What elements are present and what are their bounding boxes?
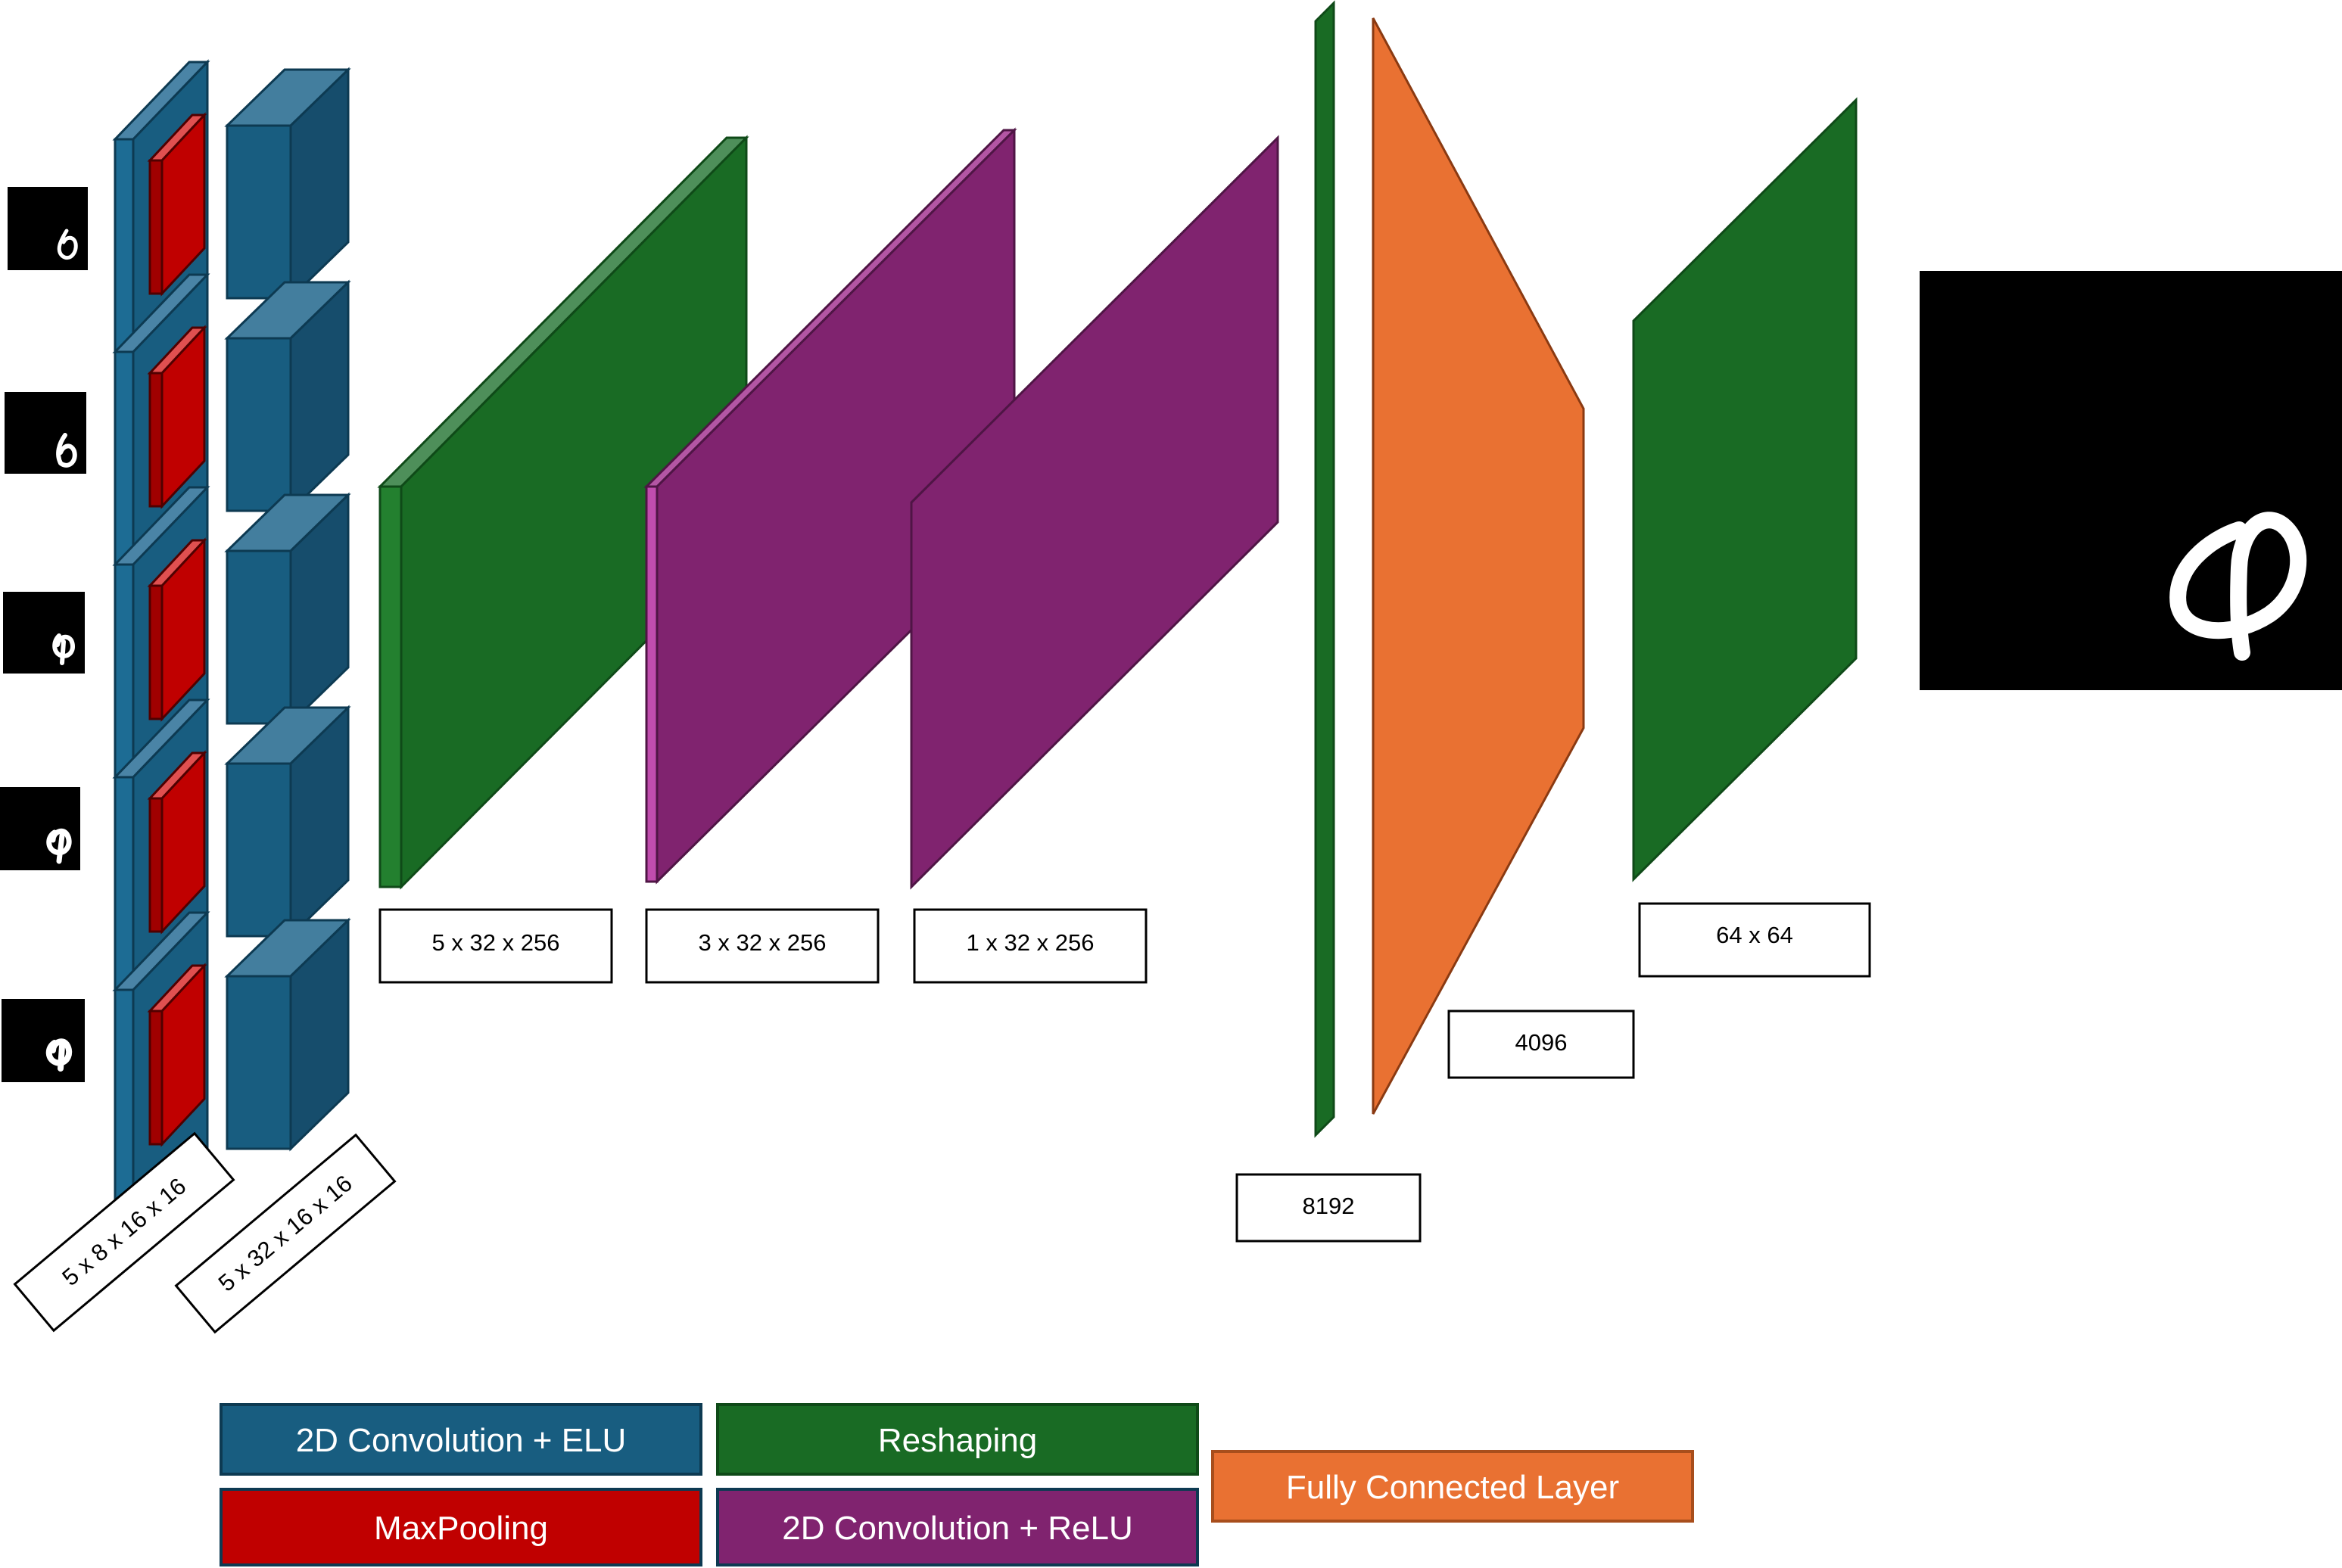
- input-frame-5: [2, 999, 85, 1082]
- dim-text-conv-block-stack: 5 x 32 x 16 x 16: [213, 1170, 357, 1297]
- legend-item-maxpool: MaxPooling: [220, 1488, 702, 1566]
- dim-text-reshape-1: 5 x 32 x 256: [432, 929, 560, 956]
- legend-label-conv-relu: 2D Convolution + ReLU: [782, 1510, 1132, 1547]
- input-frame-3: [3, 592, 85, 674]
- cube-front: [226, 124, 292, 300]
- conv-elu-cube-1: [224, 67, 351, 301]
- conv-elu-cube-4: [224, 705, 351, 939]
- dim-label-reshape-1: 5 x 32 x 256: [378, 908, 613, 984]
- cube-front: [226, 975, 292, 1150]
- conv-elu-maxpool-stack: [112, 59, 210, 1232]
- legend-item-conv-relu: 2D Convolution + ReLU: [716, 1488, 1199, 1566]
- maxpool-front: [148, 159, 164, 295]
- maxpool-front: [148, 797, 164, 933]
- output-glyph: [2169, 512, 2307, 661]
- conv-relu-layer-1: [643, 127, 1017, 885]
- dim-label-fully-connected: 4096: [1447, 1010, 1635, 1079]
- legend-item-reshaping: Reshaping: [716, 1403, 1199, 1476]
- maxpool-front: [148, 584, 164, 720]
- flatten-layer: [1314, 0, 1335, 1138]
- legend-label-conv-elu: 2D Convolution + ELU: [296, 1422, 627, 1459]
- dim-text-conv-relu-1: 3 x 32 x 256: [699, 929, 827, 956]
- reshape-layer-output: [1632, 97, 1858, 882]
- input-frame-1: [8, 187, 88, 270]
- cube-front: [226, 762, 292, 938]
- input-frame-2: [5, 392, 86, 474]
- dim-label-conv-relu-2: 1 x 32 x 256: [913, 908, 1148, 984]
- legend-label-maxpool: MaxPooling: [374, 1510, 548, 1547]
- cube-front: [226, 337, 292, 512]
- conv-elu-cube-stack: [224, 67, 351, 1152]
- legend-item-conv-elu: 2D Convolution + ELU: [220, 1403, 702, 1476]
- dim-label-reshape-output: 64 x 64: [1638, 902, 1871, 978]
- legend-label-fully-connected: Fully Connected Layer: [1286, 1469, 1619, 1506]
- dim-text-fully-connected: 4096: [1515, 1029, 1568, 1056]
- legend-item-fully-connected: Fully Connected Layer: [1211, 1450, 1694, 1523]
- input-frame-4: [0, 787, 80, 870]
- dim-text-conv-relu-2: 1 x 32 x 256: [967, 929, 1095, 956]
- conv-relu-layer-2: [910, 135, 1279, 890]
- conv-elu-cube-5: [224, 917, 351, 1152]
- fully-connected-layer: [1372, 17, 1585, 1115]
- legend-label-reshaping: Reshaping: [878, 1422, 1037, 1459]
- maxpool-front: [148, 1010, 164, 1146]
- conv-elu-cube-3: [224, 492, 351, 726]
- dim-text-reshape-output: 64 x 64: [1716, 922, 1793, 948]
- dim-label-flatten: 8192: [1235, 1173, 1422, 1243]
- dim-text-flatten: 8192: [1303, 1193, 1355, 1219]
- output-image: [1920, 271, 2342, 690]
- conv-elu-cube-2: [224, 279, 351, 514]
- legend: 2D Convolution + ELU MaxPooling Reshapin…: [220, 1403, 1694, 1566]
- cube-front: [226, 549, 292, 725]
- maxpool-front: [148, 372, 164, 508]
- dim-label-conv-relu-1: 3 x 32 x 256: [645, 908, 880, 984]
- input-frames: [0, 187, 88, 1082]
- reshape-layer-1: [377, 135, 749, 890]
